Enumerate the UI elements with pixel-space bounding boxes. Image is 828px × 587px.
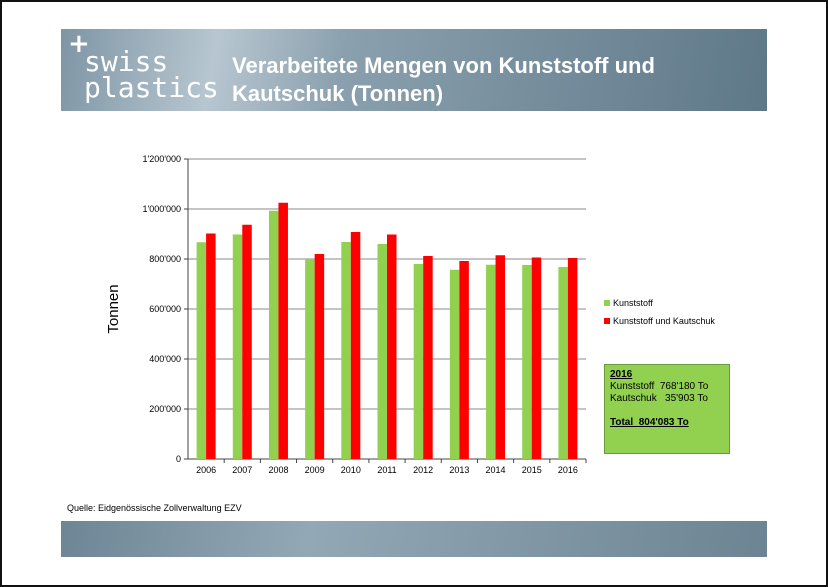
bar-kunststoff [305,259,315,459]
bar-kautschuk [206,233,216,459]
y-tick-label: 1'000'000 [143,204,181,214]
footer-bar [61,521,767,557]
x-tick-label: 2014 [486,465,506,475]
bar-kautschuk [314,254,325,459]
header-bar [61,29,767,111]
legend-entry: Kunststoff und Kautschuk [613,316,715,326]
legend-swatch [604,300,610,306]
y-tick-label: 200'000 [149,404,181,414]
bar-kautschuk [531,257,542,459]
logo-text-plastics: plastics [84,71,219,104]
bar-kunststoff [558,266,568,459]
x-tick-label: 2007 [232,465,252,475]
summary-total: Total 804'083 To [610,417,689,428]
x-tick-label: 2013 [449,465,469,475]
x-tick-label: 2006 [196,465,216,475]
x-tick-label: 2010 [341,465,361,475]
x-tick-label: 2012 [413,465,433,475]
logo-text-swiss: swiss [84,45,169,78]
y-tick-label: 400'000 [149,354,181,364]
bar-kautschuk [459,261,469,459]
bar-kunststoff [377,244,387,459]
bar-kunststoff [196,242,207,459]
bar-kunststoff [413,264,424,459]
logo-plus-icon: + [68,29,90,59]
slide-title: Verarbeitete Mengen von Kunststoff und K… [232,53,655,106]
bar-kautschuk [350,232,361,459]
x-tick-label: 2009 [305,465,325,475]
bar-kautschuk [567,257,578,459]
bar-kunststoff [522,265,532,459]
summary-box-2016: 2016 Kunststoff 768'180 To Kautschuk 35'… [604,364,730,454]
summary-kautschuk: Kautschuk 35'903 To [610,393,708,404]
x-tick-label: 2011 [377,465,396,475]
bar-kautschuk [242,224,252,459]
bar-kunststoff [268,210,279,459]
bar-kautschuk [495,255,506,459]
x-tick-label: 2016 [558,465,578,475]
y-axis-label: Tonnen [105,284,122,333]
bar-kunststoff [449,269,460,459]
y-tick-label: 1'200'000 [143,154,181,164]
x-tick-label: 2015 [522,465,542,475]
source-note: Quelle: Eidgenössische Zollverwaltung EZ… [67,503,242,513]
y-tick-label: 0 [176,454,181,464]
bar-kautschuk [387,234,397,459]
legend-swatch [604,318,610,324]
summary-year: 2016 [610,369,633,380]
bar-kautschuk [423,256,433,459]
y-tick-label: 600'000 [149,304,181,314]
bar-kautschuk [278,202,288,459]
x-tick-label: 2008 [268,465,288,475]
bar-kunststoff [486,264,496,459]
bar-kunststoff [232,234,243,459]
legend-entry: Kunststoff [613,298,653,308]
summary-kunststoff: Kunststoff 768'180 To [610,381,709,392]
y-tick-label: 800'000 [149,254,181,264]
bar-kunststoff [341,242,351,459]
